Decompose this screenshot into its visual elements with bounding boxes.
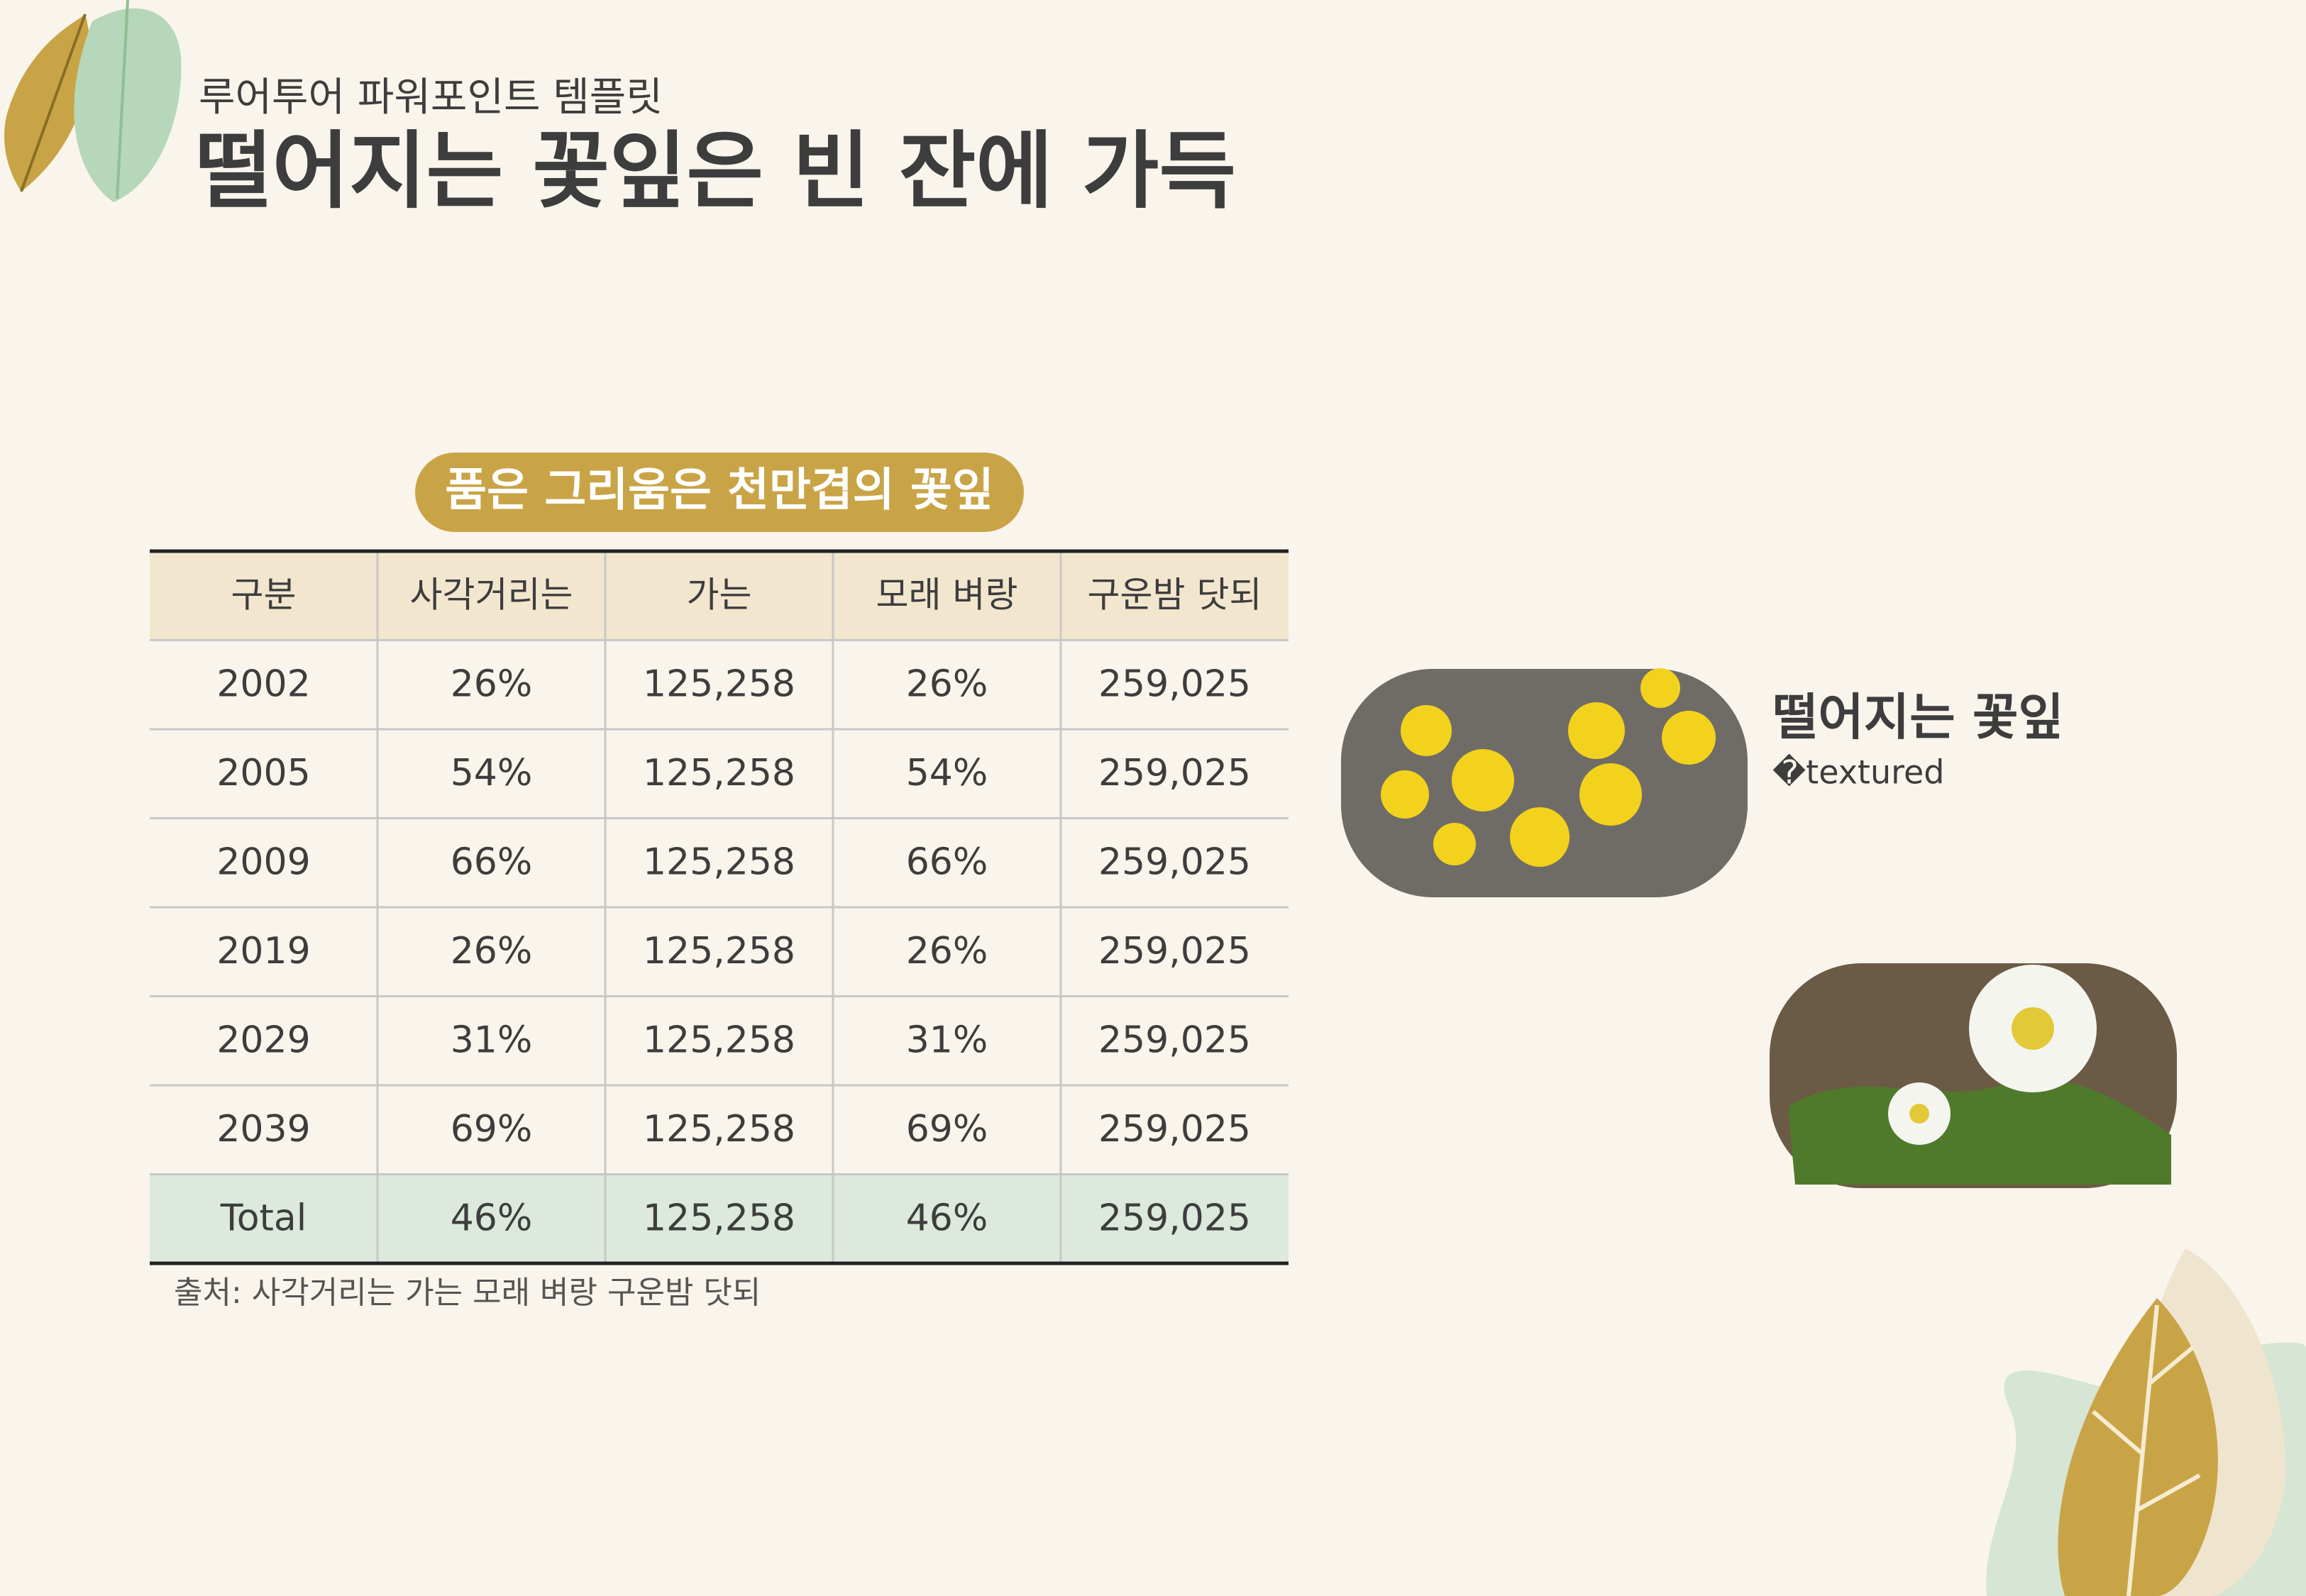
table-cell: 31%	[451, 1019, 533, 1061]
total-bg	[150, 1174, 1289, 1263]
table-cell: 125,258	[643, 1108, 795, 1151]
table-cell: 125,258	[643, 1197, 795, 1239]
photo-white-flowers	[1770, 963, 2177, 1188]
leaves-bottom-right	[1986, 1248, 2306, 1596]
table-cell: 2005	[216, 752, 310, 794]
column-header: 사각거리는	[410, 574, 573, 615]
table-cell: 125,258	[643, 1019, 795, 1061]
card-title: 떨어지는 꽃잎	[1772, 688, 2064, 746]
photo-yellow-flowers	[1341, 668, 1748, 897]
column-header: 구운밤 닷되	[1088, 574, 1262, 615]
table-cell: 2019	[216, 930, 310, 972]
table-cell: 259,025	[1098, 1197, 1251, 1239]
card-line: �textured	[1772, 753, 1945, 792]
header-bg	[150, 551, 1289, 641]
table-cell: 26%	[906, 663, 988, 705]
table-cell: 259,025	[1098, 663, 1251, 705]
table-cell: 66%	[451, 841, 533, 883]
leaves-top-left	[4, 0, 182, 202]
table-cell: 2009	[216, 841, 310, 883]
table: 구분 사각거리는 가는 모래 벼랑 구운밤 닷되 2002 26% 125,258 26% 259…	[150, 549, 1289, 1265]
table-cell: 54%	[906, 752, 988, 794]
subtitle: 루어투어 파워포인트 템플릿	[199, 74, 663, 121]
title: 떨어지는 꽃잎은 빈 잔에 가득	[195, 122, 1236, 220]
table-cell: 31%	[906, 1019, 988, 1061]
table-caption: 품은 그리움은 천만겹의 꽃잎	[445, 465, 993, 517]
table-cell: 2002	[216, 663, 310, 705]
table-cell: 2029	[216, 1019, 310, 1061]
table-cell: 46%	[906, 1197, 988, 1239]
table-cell: 69%	[906, 1108, 988, 1151]
table-cell: 259,025	[1098, 1108, 1251, 1151]
table-cell: 2039	[216, 1108, 310, 1151]
table-cell: 125,258	[643, 930, 795, 972]
table-cell: 54%	[451, 752, 533, 794]
text-cards: 떨어지는 꽃잎 �textured	[1772, 688, 2064, 791]
column-header: 모래 벼랑	[876, 574, 1018, 615]
table-cell: 69%	[451, 1108, 533, 1151]
table-cell: 125,258	[643, 841, 795, 883]
table-cell: 125,258	[643, 663, 795, 705]
table-cell: 26%	[906, 930, 988, 972]
column-header: 구분	[231, 574, 297, 615]
table-cell: 26%	[451, 930, 533, 972]
column-header: 가는	[687, 574, 752, 615]
table-source: 출처: 사각거리는 가는 모래 벼랑 구운밤 닷되	[174, 1275, 761, 1311]
table-cell: 46%	[451, 1197, 533, 1239]
table-cell: 125,258	[643, 752, 795, 794]
table-cell: 259,025	[1098, 1019, 1251, 1061]
table-cell: 259,025	[1098, 752, 1251, 794]
table-cell: 259,025	[1098, 841, 1251, 883]
caption-pill	[415, 453, 1024, 532]
table-cell: 259,025	[1098, 930, 1251, 972]
table-cell: Total	[220, 1197, 307, 1239]
table-cell: 66%	[906, 841, 988, 883]
table-cell: 26%	[451, 663, 533, 705]
